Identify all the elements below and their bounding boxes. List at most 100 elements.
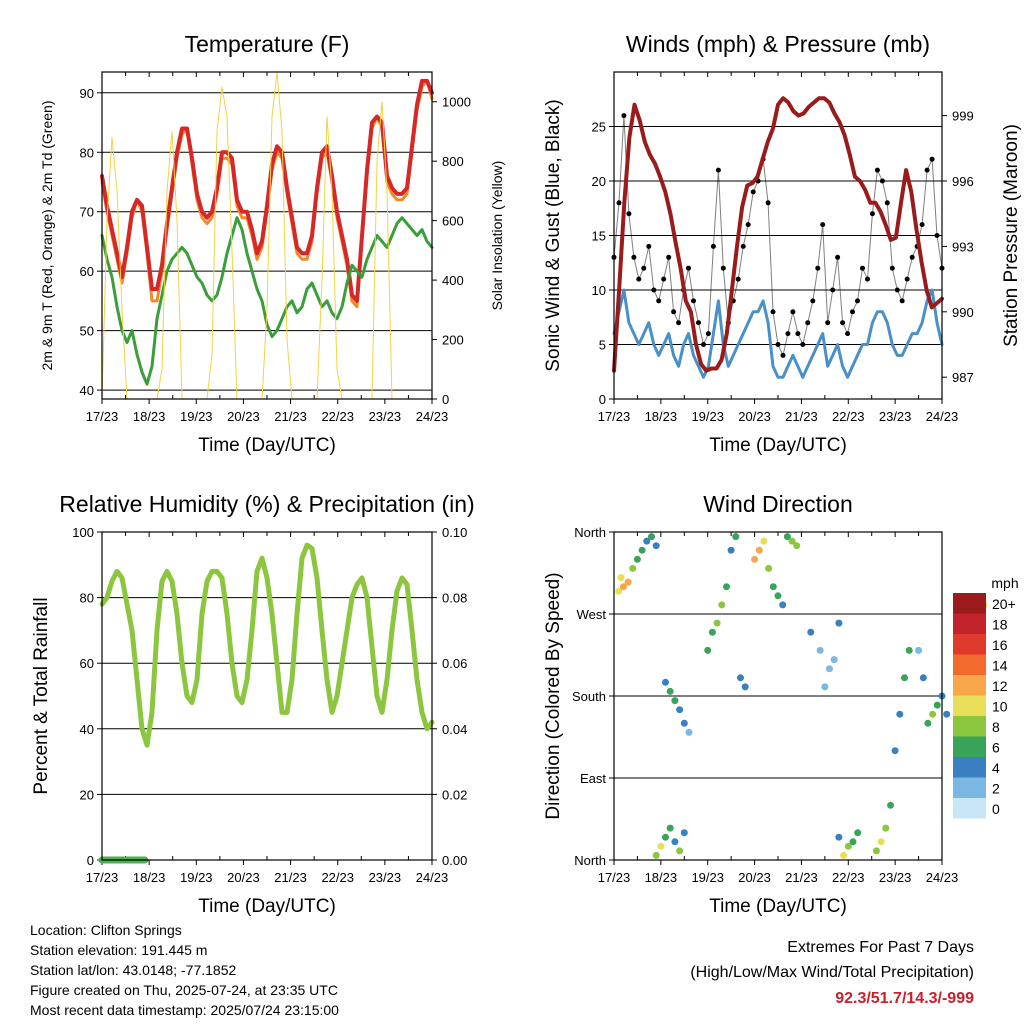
extremes-values: 92.3/51.7/14.3/-999 [835,990,974,1007]
y-tick-label: South [572,689,606,704]
x-tick-label: 24/23 [926,870,959,885]
y-axis-label-0: 2m & 9m T (Red, Orange) & 2m Td (Green) [39,101,55,371]
x-tick-label: 20/23 [738,870,771,885]
y2-tick-label: 600 [442,214,464,229]
legend-label: 10 [992,699,1008,715]
chart-title-3: Wind Direction [703,491,853,517]
y-tick-label: North [574,525,606,540]
direction-point [774,592,782,600]
y2-axis-label-1: Station Pressure (Maroon) [1001,124,1022,347]
x-tick-label: 19/23 [180,409,213,424]
x-tick-label: 22/23 [321,870,354,885]
direction-point [708,628,716,636]
direction-point [662,833,669,841]
direction-point [872,847,880,855]
x-tick-label: 24/23 [416,409,449,424]
x-tick-label: 17/23 [598,409,631,424]
y2-axis-label-0: Solar Insolation (Yellow) [489,161,505,311]
direction-point [619,583,627,591]
direction-point [849,838,857,846]
y-tick-label: North [574,853,606,868]
direction-point [891,747,899,755]
direction-point [760,537,768,545]
x-tick-label: 19/23 [691,870,724,885]
direction-point [666,824,674,832]
x-tick-label: 18/23 [645,409,678,424]
legend-swatch [953,716,986,737]
direction-point [666,687,674,695]
direction-point [924,719,932,727]
y-axis-label-3: Direction (Colored By Speed) [543,572,564,819]
y2-tick-label: 0.04 [442,722,467,737]
location-text: Location: Clifton Springs [30,922,182,938]
direction-point [652,851,660,859]
y-tick-label: 25 [592,120,606,135]
created-text: Figure created on Thu, 2025-07-24, at 23… [30,982,338,998]
plot-frame-1 [613,71,943,400]
direction-point [807,628,815,636]
y2-tick-label: 0.10 [442,525,467,540]
direction-point [826,665,833,673]
y-tick-label: 60 [80,264,94,279]
direction-point [648,533,655,541]
direction-point [769,583,777,591]
series-gust-line [613,115,943,357]
direction-point [685,728,693,736]
legend-swatch [953,634,986,655]
y2-tick-label: 0.02 [442,787,467,802]
x-axis-label-2: Time (Day/UTC) [198,896,336,917]
y-tick-label: 10 [592,283,606,298]
x-tick-label: 17/23 [598,870,631,885]
legend-label: 6 [992,740,1000,756]
legend-swatch [953,757,986,778]
direction-point [718,601,726,609]
y-tick-label: 20 [592,174,606,189]
y-tick-label: West [577,607,607,622]
direction-point [915,646,923,654]
y-tick-label: 50 [80,324,94,339]
y2-tick-label: 800 [442,154,464,169]
x-tick-label: 21/23 [785,409,818,424]
direction-point [671,697,679,705]
y-axis-label-2: Percent & Total Rainfall [31,597,52,794]
legend-label: 8 [992,719,1000,735]
y-tick-label: 80 [80,591,94,606]
direction-point [643,537,651,545]
y-axis-label-1: Sonic Wind & Gust (Blue, Black) [543,99,564,371]
legend-swatch [953,613,986,634]
direction-point [788,537,796,545]
x-tick-label: 22/23 [832,870,865,885]
legend-label: 12 [992,678,1008,694]
direction-point [929,710,937,718]
latlon-text: Station lat/lon: 43.0148; -77.1852 [30,962,237,978]
y2-tick-label: 990 [952,305,974,320]
plot-frame-2 [101,531,433,861]
direction-point [835,833,843,841]
y-tick-label: 100 [72,525,94,540]
x-tick-label: 23/23 [879,870,912,885]
y-tick-label: 60 [80,656,94,671]
y2-tick-label: 993 [952,239,974,254]
direction-point [765,564,773,572]
direction-point [844,842,852,850]
direction-point [732,533,740,541]
x-tick-label: 20/23 [738,409,771,424]
extremes-title: Extremes For Past 7 Days [787,939,974,956]
plot-frame-0 [101,71,433,400]
legend-label: 16 [992,637,1008,653]
x-tick-label: 19/23 [691,409,724,424]
x-tick-label: 24/23 [926,409,959,424]
x-tick-label: 22/23 [321,409,354,424]
x-tick-label: 23/23 [369,409,402,424]
y-tick-label: 5 [599,338,606,353]
direction-point [624,578,632,586]
x-axis-label-1: Time (Day/UTC) [709,435,847,456]
legend-swatch [953,736,986,757]
direction-point [882,824,890,832]
y2-tick-label: 200 [442,333,464,348]
direction-point [854,829,862,837]
y2-tick-label: 1000 [442,95,471,110]
direction-point [671,838,679,846]
direction-point [676,706,684,714]
direction-point [676,847,684,855]
